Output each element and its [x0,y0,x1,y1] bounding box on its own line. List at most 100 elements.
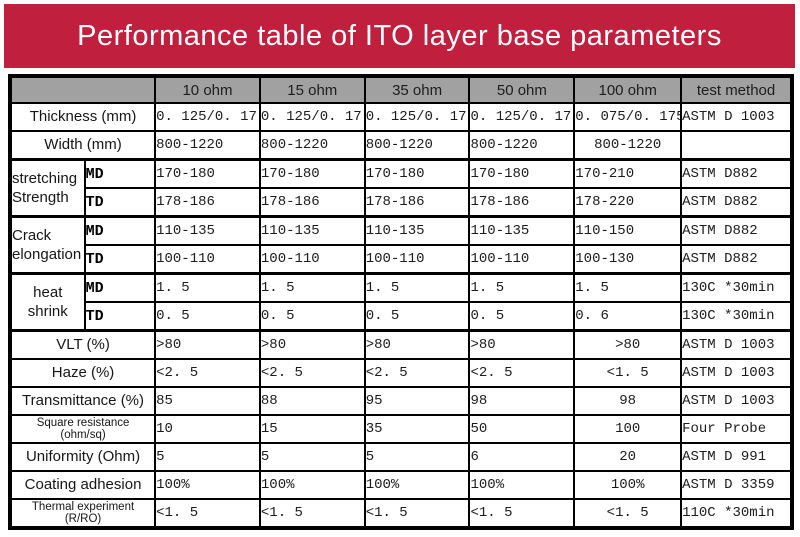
value-cell: >80 [154,329,261,360]
value-cell: <1. 5 [258,498,366,529]
value-cell: 100-110 [468,244,576,275]
label-line: elongation [12,246,82,263]
value-cell: 800-1220 [573,130,683,161]
value-cell: 98 [573,386,683,416]
value-cell: 170-180 [258,158,366,189]
value-cell: 100-110 [154,244,261,275]
label-line: Crack [12,227,52,244]
value-cell: 110-135 [468,215,576,246]
test-method-cell: 130C *30min [680,272,793,303]
test-method-cell: ASTM D 1003 [680,329,793,360]
value-cell: 88 [258,386,366,416]
value-cell: 100% [468,470,576,500]
column-header-test-method: test method [680,75,793,104]
td-label: TD [83,301,157,332]
page-title: Performance table of ITO layer base para… [77,19,722,52]
value-cell: <2. 5 [468,358,576,388]
value-cell: 170-210 [573,158,683,189]
row-crack-elongation-td: TD 100-110 100-110 100-110 100-110 100-1… [10,244,793,275]
row-thickness: Thickness (mm) 0. 125/0. 17 0. 125/0. 17… [8,102,793,132]
row-heat-shrink-td: TD 0. 5 0. 5 0. 5 0. 5 0. 6 130C *30min [10,301,793,332]
spec-table: 10 ohm 15 ohm 35 ohm 50 ohm 100 ohm test… [8,74,794,530]
label-line: stretching [12,170,78,187]
test-method-cell: Four Probe [680,414,793,444]
test-method-cell: ASTM D 991 [680,442,793,472]
test-method-cell: 110C *30min [680,498,793,529]
value-cell: 1. 5 [154,272,261,303]
value-cell: 35 [363,414,471,444]
test-method-cell: 130C *30min [680,301,793,332]
value-cell: <1. 5 [154,498,261,529]
value-cell: 6 [468,442,576,472]
value-cell: 0. 125/0. 17 [363,102,471,132]
test-method-cell: ASTM D882 [680,244,793,275]
row-label-coating-adhesion: Coating adhesion [8,470,157,500]
row-label-transmittance: Transmittance (%) [8,386,157,416]
test-method-cell: ASTM D882 [680,158,793,189]
value-cell: 100-130 [573,244,683,275]
value-cell: 100% [573,470,683,500]
value-cell: 1. 5 [573,272,683,303]
label-line: shrink [27,303,68,320]
row-vlt: VLT (%) >80 >80 >80 >80 >80 ASTM D 1003 [8,329,793,360]
value-cell: 800-1220 [154,130,261,161]
value-cell: 110-150 [573,215,683,246]
value-cell: <2. 5 [363,358,471,388]
value-cell: <1. 5 [363,498,471,529]
row-label-heat-shrink: heat shrink [9,272,86,332]
value-cell: >80 [363,329,471,360]
value-cell: 1. 5 [363,272,471,303]
value-cell: 1. 5 [258,272,366,303]
value-cell: 0. 6 [573,301,683,332]
test-method-cell: ASTM D 3359 [680,470,793,500]
value-cell: >80 [468,329,576,360]
value-cell: <1. 5 [573,358,683,388]
row-label-width: Width (mm) [8,130,157,161]
value-cell: <1. 5 [468,498,576,529]
title-banner: Performance table of ITO layer base para… [4,4,795,68]
column-header-blank [8,75,157,104]
value-cell: 5 [363,442,471,472]
value-cell: 178-186 [154,187,261,218]
value-cell: 85 [154,386,261,416]
value-cell: <1. 5 [573,498,683,529]
value-cell: 178-186 [258,187,366,218]
row-coating-adhesion: Coating adhesion 100% 100% 100% 100% 100… [8,470,793,500]
column-header-50-ohm: 50 ohm [468,75,576,104]
test-method-cell [680,130,793,161]
row-haze: Haze (%) <2. 5 <2. 5 <2. 5 <2. 5 <1. 5 A… [8,358,793,388]
value-cell: 170-180 [468,158,576,189]
value-cell: 100-110 [363,244,471,275]
test-method-cell: ASTM D882 [680,215,793,246]
test-method-cell: ASTM D882 [680,187,793,218]
value-cell: 110-135 [258,215,366,246]
value-cell: 5 [258,442,366,472]
md-label: MD [83,158,157,189]
value-cell: 100% [258,470,366,500]
value-cell: >80 [258,329,366,360]
value-cell: 15 [258,414,366,444]
row-label-thermal-experiment: Thermal experiment (R/RO) [8,498,157,529]
value-cell: 100-110 [258,244,366,275]
md-label: MD [83,215,157,246]
row-stretching-strength-md: stretching Strength MD 170-180 170-180 1… [9,158,793,218]
column-header-100-ohm: 100 ohm [573,75,683,104]
value-cell: 0. 5 [258,301,366,332]
value-cell: 0. 5 [363,301,471,332]
value-cell: 800-1220 [363,130,471,161]
value-cell: 170-180 [363,158,471,189]
value-cell: 100% [154,470,261,500]
test-method-cell: ASTM D 1003 [680,386,793,416]
value-cell: 178-220 [573,187,683,218]
label-line: Square resistance [36,417,130,429]
td-label: TD [83,187,157,218]
row-label-stretching-strength: stretching Strength [9,158,86,218]
value-cell: 178-186 [363,187,471,218]
value-cell: 0. 125/0. 17 [468,102,576,132]
value-cell: 0. 075/0. 175 [573,102,683,132]
value-cell: 100 [573,414,683,444]
row-label-uniformity: Uniformity (Ohm) [8,442,157,472]
value-cell: 100% [363,470,471,500]
row-crack-elongation-md: Crack elongation MD 110-135 110-135 110-… [9,215,793,275]
value-cell: 170-180 [154,158,261,189]
